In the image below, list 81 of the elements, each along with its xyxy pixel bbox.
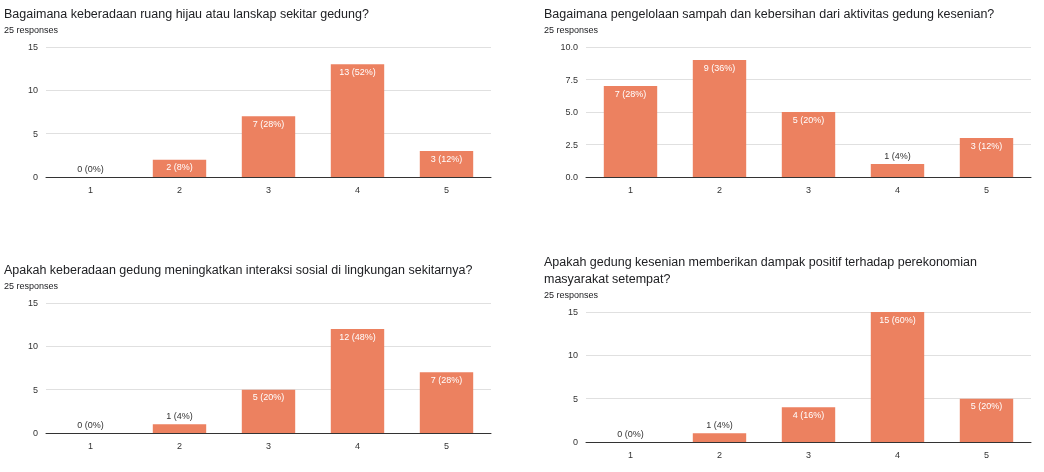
data-label: 7 (28%) [430, 374, 463, 385]
x-tick-label: 2 [716, 184, 723, 195]
bar [152, 424, 207, 433]
data-label: 3 (12%) [970, 140, 1003, 151]
bar [692, 60, 747, 177]
x-tick-label: 2 [176, 440, 183, 451]
data-label: 1 (4%) [884, 150, 911, 161]
x-tick-label: 5 [983, 449, 990, 460]
data-label: 0 (0%) [77, 419, 104, 430]
y-tick-label: 10 [27, 85, 38, 96]
data-label: 13 (52%) [339, 66, 376, 77]
y-tick-label: 0 [32, 172, 38, 182]
bar [959, 398, 1014, 442]
bar [330, 329, 385, 433]
bar [419, 151, 474, 177]
data-label: 15 (60%) [879, 314, 916, 325]
data-label: 5 (20%) [792, 114, 825, 125]
bar [241, 116, 296, 177]
bar [241, 389, 296, 433]
x-tick-label: 1 [87, 184, 94, 195]
bar [870, 164, 925, 177]
x-tick-label: 4 [894, 449, 901, 460]
x-tick-label: 4 [354, 440, 361, 451]
chart-subtitle: 25 responses [544, 25, 600, 35]
data-label: 5 (20%) [970, 401, 1003, 412]
bar [330, 64, 385, 177]
data-label: 1 (4%) [706, 419, 733, 430]
chart-subtitle: 25 responses [4, 25, 60, 35]
data-label: 3 (12%) [430, 153, 463, 164]
data-label: 0 (0%) [77, 163, 104, 174]
chart-subtitle: 25 responses [544, 290, 600, 300]
x-tick-label: 5 [443, 184, 450, 195]
data-label: 4 (16%) [792, 409, 825, 420]
y-tick-label: 10 [567, 350, 578, 361]
y-tick-label: 5.0 [565, 107, 578, 117]
x-tick-label: 4 [354, 184, 361, 195]
chart-title: Apakah gedung kesenian memberikan dampak positif terhadap perekonomian masyarakat setempat? [544, 254, 978, 288]
bar [692, 433, 747, 442]
data-label: 7 (28%) [614, 88, 647, 99]
x-tick-label: 3 [265, 440, 272, 451]
chart-title: Bagaimana keberadaan ruang hijau atau lanskap sekitar gedung? [4, 6, 370, 23]
y-tick-label: 15 [567, 307, 578, 317]
x-tick-label: 3 [265, 184, 272, 195]
y-tick-label: 15 [27, 42, 38, 52]
x-tick-label: 1 [627, 449, 634, 460]
chart-title: Bagaimana pengelolaan sampah dan kebersihan dari aktivitas gedung kesenian? [544, 6, 996, 23]
y-tick-label: 5 [32, 384, 38, 395]
data-label: 7 (28%) [252, 118, 285, 129]
bar [603, 86, 658, 177]
x-tick-label: 5 [983, 184, 990, 195]
x-tick-label: 3 [805, 184, 812, 195]
x-tick-label: 2 [176, 184, 183, 195]
bar [781, 112, 836, 177]
bar [781, 407, 836, 442]
bar [870, 312, 925, 442]
data-label: 9 (36%) [703, 62, 736, 73]
y-tick-label: 5 [572, 393, 578, 404]
x-tick-label: 3 [805, 449, 812, 460]
y-tick-label: 10 [27, 341, 38, 352]
data-label: 2 (8%) [166, 162, 193, 173]
y-tick-label: 7.5 [565, 74, 578, 85]
y-tick-label: 10.0 [560, 42, 578, 52]
data-label: 1 (4%) [166, 410, 193, 421]
x-tick-label: 1 [627, 184, 634, 195]
y-tick-label: 5 [32, 128, 38, 139]
data-label: 5 (20%) [252, 392, 285, 403]
y-tick-label: 0 [572, 437, 578, 447]
x-tick-label: 4 [894, 184, 901, 195]
data-label: 0 (0%) [617, 428, 644, 439]
bar [419, 372, 474, 433]
data-label: 12 (48%) [339, 331, 376, 342]
y-tick-label: 0.0 [565, 172, 578, 182]
y-tick-label: 2.5 [565, 139, 578, 150]
chart-title: Apakah keberadaan gedung meningkatkan interaksi sosial di lingkungan sekitarnya? [4, 262, 474, 279]
chart-subtitle: 25 responses [4, 281, 60, 291]
y-tick-label: 15 [27, 298, 38, 308]
y-tick-label: 0 [32, 428, 38, 438]
x-tick-label: 5 [443, 440, 450, 451]
x-tick-label: 1 [87, 440, 94, 451]
bar [959, 138, 1014, 177]
x-tick-label: 2 [716, 449, 723, 460]
